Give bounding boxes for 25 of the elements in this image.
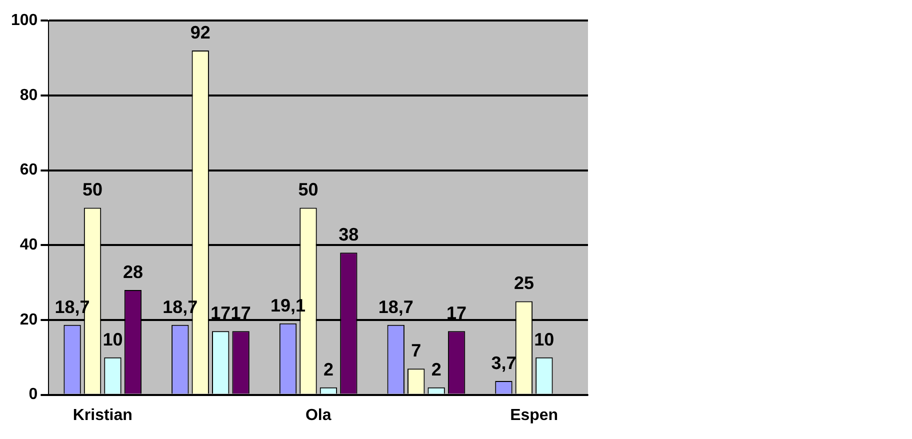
data-label: 18,7 [378, 296, 414, 317]
data-label: 10 [102, 329, 123, 350]
data-label: 50 [82, 180, 103, 200]
y-tick-label: 100 [10, 12, 38, 30]
y-tick-label: 80 [20, 86, 38, 104]
x-tick-label: Kristian [72, 406, 132, 424]
data-label: 25 [514, 273, 534, 294]
data-label: 7 [411, 340, 422, 361]
y-tick-label: 0 [28, 386, 38, 404]
data-label: 92 [190, 22, 210, 43]
x-tick-label: Ola [305, 406, 332, 424]
y-tick-label: 20 [20, 311, 38, 328]
data-label: 50 [298, 180, 318, 200]
y-tick-label: 40 [20, 236, 38, 254]
y-tick-label: 60 [20, 162, 38, 179]
data-label: 10 [534, 329, 554, 350]
data-label: 2 [431, 359, 442, 380]
data-label: 38 [338, 224, 359, 245]
data-label: 17 [210, 303, 231, 324]
data-label: 17 [230, 303, 251, 324]
x-tick-label: Espen [510, 406, 558, 424]
data-label: 17 [446, 303, 467, 324]
data-label: 2 [323, 359, 334, 380]
data-label: 28 [122, 262, 143, 282]
data-label: 3,7 [491, 352, 516, 373]
